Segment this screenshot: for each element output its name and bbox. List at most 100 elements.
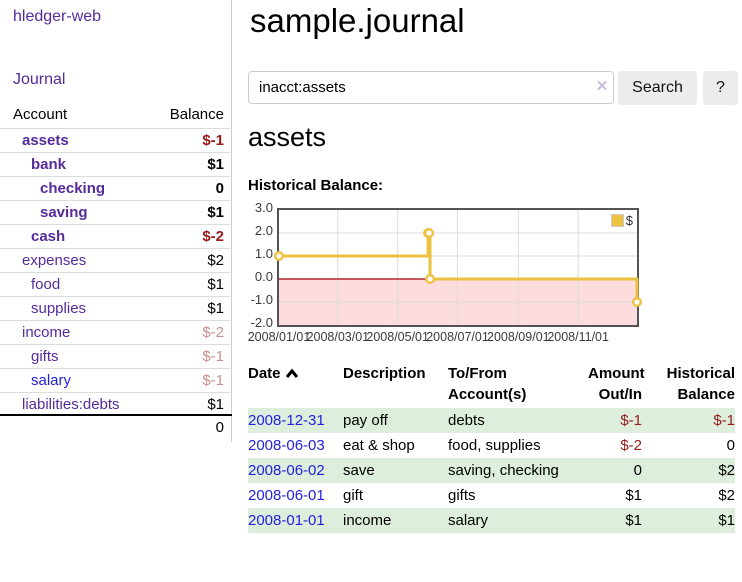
account-row: bank $1 xyxy=(0,152,232,176)
account-row: income $-2 xyxy=(0,320,232,344)
balance-column-header: Balance xyxy=(169,106,224,123)
x-axis-tick-label: 2008/09/01 xyxy=(487,330,550,344)
chart-legend: $ xyxy=(610,213,633,228)
amount-column-header: Amount Out/In xyxy=(588,365,645,403)
account-balance: $1 xyxy=(207,204,224,221)
account-balance: $1 xyxy=(207,300,224,317)
account-balance: $-2 xyxy=(202,324,224,341)
register-row: 2008-06-03 eat & shop food, supplies $-2 0 xyxy=(248,433,735,458)
description-column-header: Description xyxy=(343,365,426,382)
register-row: 2008-06-01 gift gifts $1 $2 xyxy=(248,483,735,508)
account-balance: $2 xyxy=(207,252,224,269)
app-brand-link[interactable]: hledger-web xyxy=(13,8,102,25)
account-row: salary $-1 xyxy=(0,368,232,392)
transaction-accounts: food, supplies xyxy=(448,437,541,454)
transaction-date-link[interactable]: 2008-06-01 xyxy=(248,487,325,504)
transaction-amount: $-2 xyxy=(620,437,642,454)
account-balance: $1 xyxy=(207,276,224,293)
account-heading: assets xyxy=(248,122,327,152)
y-axis-tick-label: 0.0 xyxy=(254,269,273,284)
account-row: supplies $1 xyxy=(0,296,232,320)
chart-x-axis: 2008/01/01 2008/03/01 2008/05/01 2008/07/01… xyxy=(248,330,739,346)
account-balance: $1 xyxy=(207,396,224,413)
sort-ascending-icon xyxy=(285,366,299,383)
account-balance: $-2 xyxy=(202,228,224,245)
account-link[interactable]: expenses xyxy=(22,252,87,269)
account-link[interactable]: checking xyxy=(40,180,106,197)
account-balance: $-1 xyxy=(202,372,224,389)
balance-column-header-main: Historical Balance xyxy=(666,365,735,403)
account-row: assets $-1 xyxy=(0,128,232,152)
transaction-balance: $-1 xyxy=(713,412,735,429)
account-link[interactable]: bank xyxy=(31,156,67,173)
register-row: 2008-12-31 pay off debts $-1 $-1 xyxy=(248,408,735,433)
register-header-row: Date Description To/From Account(s) Amou… xyxy=(248,361,735,408)
account-balance: $-1 xyxy=(202,348,224,365)
transaction-accounts: saving, checking xyxy=(448,462,559,479)
balance-chart-svg xyxy=(274,210,643,325)
balance-chart: 3.0 2.0 1.0 0.0 -1.0 -2.0 $ 2008/01/01 2008/03… xyxy=(240,200,740,346)
transaction-description: save xyxy=(343,462,375,479)
transaction-balance: $1 xyxy=(718,512,735,529)
transaction-amount: $-1 xyxy=(620,412,642,429)
transaction-date-link[interactable]: 2008-12-31 xyxy=(248,412,325,429)
transaction-accounts: debts xyxy=(448,412,485,429)
register-row: 2008-06-02 save saving, checking 0 $2 xyxy=(248,458,735,483)
transaction-date-link[interactable]: 2008-06-02 xyxy=(248,462,325,479)
account-link[interactable]: liabilities:debts xyxy=(22,396,120,413)
transaction-amount: $1 xyxy=(625,487,642,504)
account-row: cash $-2 xyxy=(0,224,232,248)
transaction-amount: $1 xyxy=(625,512,642,529)
register-table: Date Description To/From Account(s) Amou… xyxy=(248,361,735,533)
chart-plot-area[interactable]: $ xyxy=(274,208,643,327)
chart-title: Historical Balance: xyxy=(248,177,384,194)
clear-search-icon[interactable]: × xyxy=(596,76,608,97)
x-axis-tick-label: 2008/07/01 xyxy=(426,330,489,344)
account-balance: 0 xyxy=(215,180,224,197)
account-row: checking 0 xyxy=(0,176,232,200)
date-column-header[interactable]: Date xyxy=(248,361,343,408)
accounts-table-header: Account Balance xyxy=(0,102,232,128)
account-row: food $1 xyxy=(0,272,232,296)
transaction-description: pay off xyxy=(343,412,388,429)
help-button[interactable]: ? xyxy=(703,71,738,105)
y-axis-tick-label: -2.0 xyxy=(250,315,273,330)
account-link[interactable]: assets xyxy=(22,132,69,149)
y-axis-tick-label: -1.0 xyxy=(250,292,273,307)
account-balance: $1 xyxy=(207,156,224,173)
account-link[interactable]: salary xyxy=(31,372,72,389)
account-row: expenses $2 xyxy=(0,248,232,272)
x-axis-tick-label: 2008/01/01 xyxy=(247,330,311,344)
account-link[interactable]: cash xyxy=(31,228,66,245)
register-row: 2008-01-01 income salary $1 $1 xyxy=(248,508,735,533)
transaction-accounts: salary xyxy=(448,512,489,529)
account-link[interactable]: supplies xyxy=(31,300,87,317)
transaction-description: eat & shop xyxy=(343,437,415,454)
account-column-header: Account xyxy=(13,106,68,123)
y-axis-tick-label: 1.0 xyxy=(254,246,273,261)
accounts-total: 0 xyxy=(215,419,224,436)
account-balance: $-1 xyxy=(202,132,224,149)
account-link[interactable]: saving xyxy=(40,204,88,221)
transaction-balance: 0 xyxy=(726,437,735,454)
x-axis-tick-label: 2008/05/01 xyxy=(366,330,429,344)
search-input[interactable] xyxy=(248,71,614,104)
transaction-amount: 0 xyxy=(633,462,642,479)
search-button[interactable]: Search xyxy=(618,71,697,105)
transaction-description: income xyxy=(343,512,392,529)
transaction-balance: $2 xyxy=(718,487,735,504)
legend-swatch-icon xyxy=(610,214,624,227)
transaction-date-link[interactable]: 2008-06-03 xyxy=(248,437,325,454)
account-link[interactable]: gifts xyxy=(31,348,59,365)
accounts-balance-table: Account Balance assets $-1 bank $1 checking 0… xyxy=(0,102,232,440)
date-header-label: Date xyxy=(248,365,281,382)
x-axis-tick-label: 2008/03/01 xyxy=(306,330,370,344)
transaction-description: gift xyxy=(343,487,364,504)
y-axis-tick-label: 3.0 xyxy=(254,200,273,215)
account-link[interactable]: income xyxy=(22,324,71,341)
sidebar-item-journal[interactable]: Journal xyxy=(13,71,66,88)
account-link[interactable]: food xyxy=(31,276,61,293)
account-row: gifts $-1 xyxy=(0,344,232,368)
transaction-date-link[interactable]: 2008-01-01 xyxy=(248,512,325,529)
sidebar: hledger-web Journal Account Balance asse… xyxy=(0,0,232,442)
